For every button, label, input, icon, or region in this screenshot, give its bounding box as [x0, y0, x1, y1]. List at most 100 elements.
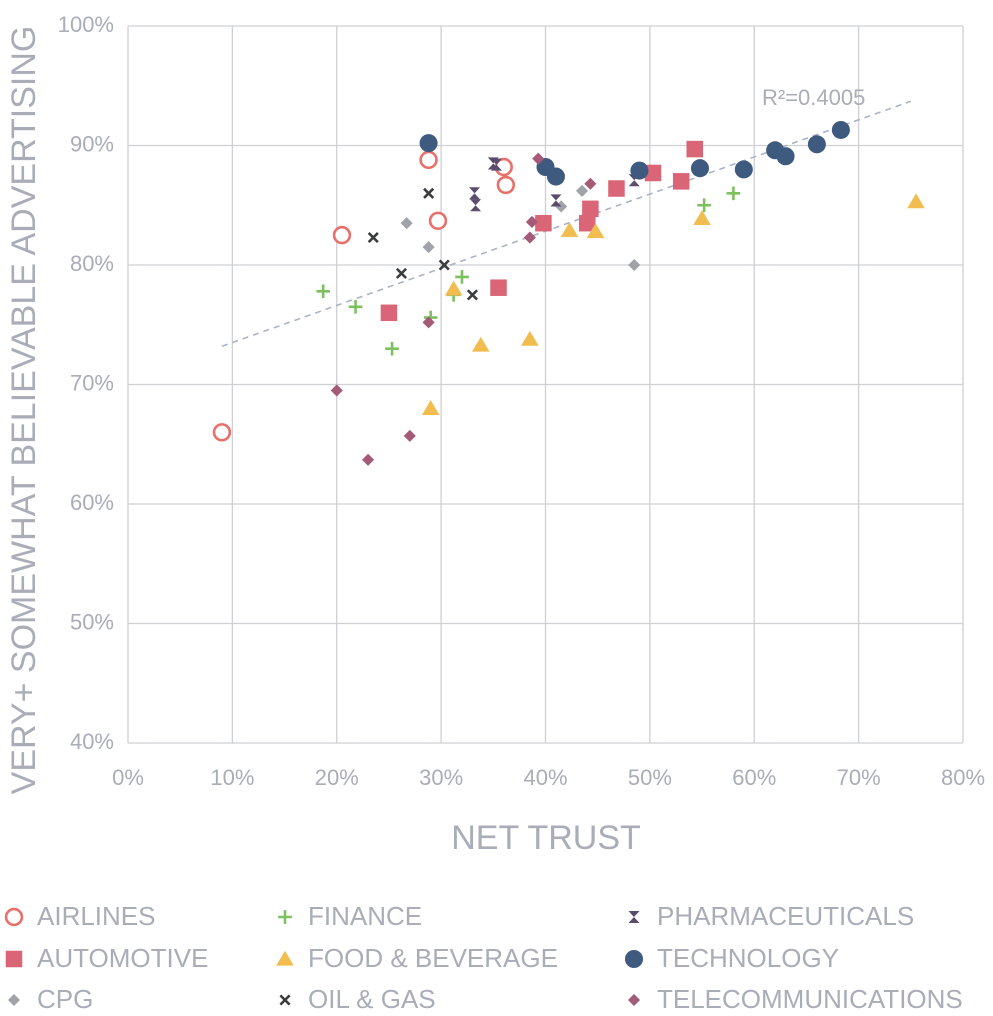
data-point	[644, 164, 662, 182]
legend-item: TELECOMMUNICATIONS	[627, 984, 963, 1014]
data-point	[672, 173, 690, 190]
data-point	[380, 304, 398, 322]
legend: AIRLINES AUTOMOTIVE CPG FINANCE FOOD & BEVER…	[4, 901, 963, 1014]
data-point	[490, 279, 507, 296]
legend-label: TELECOMMUNICATIONS	[657, 984, 963, 1014]
series-finance	[316, 186, 741, 356]
data-point	[367, 231, 379, 244]
data-point	[423, 187, 435, 199]
legend-item: TECHNOLOGY	[624, 943, 839, 973]
x-tick-label: 10%	[210, 765, 254, 790]
data-point	[575, 184, 589, 197]
data-point	[831, 120, 850, 139]
legend-marker	[627, 993, 641, 1007]
data-point	[330, 384, 343, 397]
legend-marker	[279, 994, 291, 1006]
legend-label: AUTOMOTIVE	[37, 943, 208, 973]
data-point	[362, 453, 375, 466]
x-axis-title: NET TRUST	[451, 819, 641, 857]
x-tick-label: 20%	[315, 765, 359, 790]
series-oil-gas	[367, 187, 478, 301]
data-point	[608, 180, 625, 197]
data-point	[422, 316, 435, 329]
legend-label: FOOD & BEVERAGE	[308, 943, 558, 973]
data-point	[697, 198, 711, 213]
data-point	[419, 134, 438, 153]
legend-label: TECHNOLOGY	[657, 943, 839, 973]
data-point	[428, 211, 448, 231]
data-point	[630, 161, 649, 180]
data-point	[422, 241, 435, 254]
y-tick-label: 40%	[70, 729, 114, 754]
r-squared-label: R²=0.4005	[762, 85, 865, 110]
series-telecommunications	[330, 152, 597, 466]
data-point	[421, 400, 440, 415]
data-point	[579, 214, 596, 232]
legend-marker	[278, 910, 292, 924]
legend-label: PHARMACEUTICALS	[657, 901, 914, 931]
x-tick-label: 80%	[941, 765, 985, 790]
data-point	[686, 140, 704, 158]
y-tick-label: 50%	[70, 609, 114, 634]
series-pharmaceuticals	[469, 157, 640, 212]
data-point	[550, 194, 562, 207]
legend-label: AIRLINES	[37, 901, 156, 931]
y-tick-label: 70%	[70, 370, 114, 395]
data-point	[490, 158, 502, 171]
x-tick-label: 70%	[837, 765, 881, 790]
data-point	[807, 135, 826, 154]
y-tick-label: 60%	[70, 490, 114, 515]
y-tick-label: 90%	[70, 131, 114, 156]
legend-marker	[7, 993, 21, 1007]
legend-item: AIRLINES	[4, 901, 156, 931]
x-tick-label: 60%	[732, 765, 776, 790]
data-point	[419, 150, 438, 170]
data-point	[726, 186, 741, 201]
series-automotive	[380, 140, 704, 322]
data-points	[212, 120, 925, 466]
y-tick-label: 100%	[58, 12, 114, 37]
data-point	[546, 167, 565, 186]
data-point	[628, 258, 641, 272]
data-point	[496, 175, 516, 195]
data-point	[455, 270, 469, 284]
data-point	[584, 177, 597, 190]
data-point	[586, 223, 605, 239]
grid	[127, 25, 964, 744]
legend-item: FINANCE	[278, 901, 422, 931]
series-food-beverage	[421, 193, 925, 415]
legend-marker	[5, 950, 23, 968]
data-point	[212, 423, 232, 442]
data-point	[348, 300, 363, 314]
data-point	[438, 259, 450, 271]
trendline	[221, 100, 912, 348]
y-axis-title: VERY+ SOMEWHAT BELIEVABLE ADVERTISING	[5, 26, 43, 795]
data-point	[471, 336, 490, 352]
legend-marker	[276, 950, 294, 966]
data-point	[535, 214, 552, 232]
data-point	[403, 429, 416, 442]
data-point	[469, 187, 481, 200]
data-point	[734, 160, 753, 179]
data-point	[690, 159, 709, 178]
data-point	[693, 210, 711, 225]
x-tick-label: 0%	[112, 765, 144, 790]
legend-item: OIL & GAS	[279, 984, 436, 1014]
data-point	[400, 217, 413, 230]
legend-item: CPG	[7, 984, 93, 1014]
data-point	[776, 147, 795, 166]
legend-marker	[628, 910, 640, 924]
x-tick-label: 40%	[523, 765, 567, 790]
series-technology	[419, 120, 850, 186]
y-tick-label: 80%	[70, 251, 114, 276]
tick-labels: 0% 10% 20% 30% 40% 50% 60% 70% 80% 40% 50% 60% 70% 80…	[58, 12, 985, 790]
legend-item: PHARMACEUTICALS	[628, 901, 914, 931]
legend-label: FINANCE	[308, 901, 422, 931]
data-point	[316, 284, 331, 299]
data-point	[521, 330, 539, 346]
data-point	[582, 200, 599, 218]
data-point	[907, 193, 925, 209]
data-point	[385, 341, 399, 356]
series-airlines	[212, 150, 516, 442]
